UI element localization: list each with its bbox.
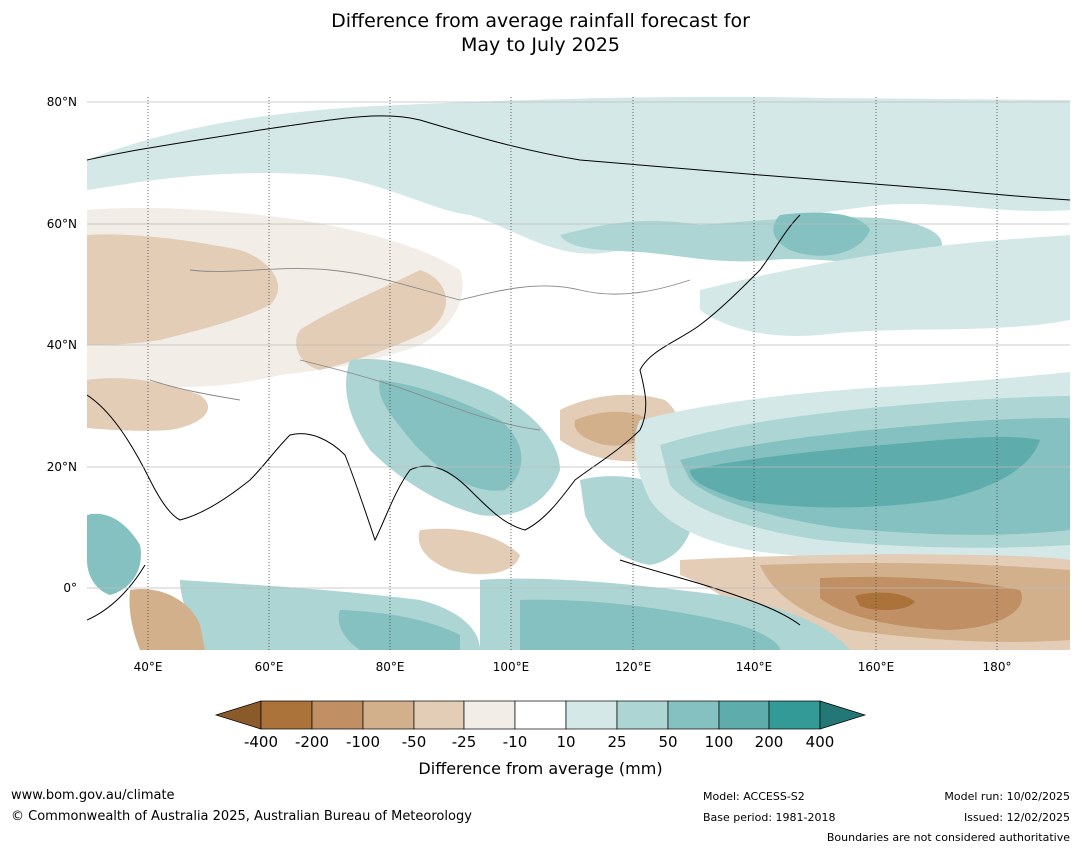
disclaimer-text: Boundaries are not considered authoritat… bbox=[826, 831, 1070, 844]
website-link[interactable]: www.bom.gov.au/climate bbox=[11, 788, 175, 803]
copyright-text: © Commonwealth of Australia 2025, Austra… bbox=[11, 809, 472, 824]
colorbar-segment-8 bbox=[616, 700, 669, 730]
chart-title-line-2: May to July 2025 bbox=[461, 34, 620, 56]
dry-region-central-asia-2 bbox=[87, 234, 279, 345]
dry-region-equatorial-core bbox=[855, 592, 915, 611]
colorbar-tick: 25 bbox=[607, 733, 627, 751]
colorbar-segment-11 bbox=[768, 700, 821, 730]
colorbar-tick: -10 bbox=[502, 733, 528, 751]
colorbar-arrow-dry bbox=[214, 700, 262, 730]
colorbar-label: Difference from average (mm) bbox=[418, 759, 663, 778]
model-run-text: Model run: 10/02/2025 bbox=[944, 790, 1070, 803]
lon-label-40e: 40°E bbox=[133, 660, 163, 674]
wet-region-east-africa bbox=[87, 513, 141, 595]
colorbar-tick: 50 bbox=[658, 733, 678, 751]
lat-label-60n: 60°N bbox=[46, 217, 77, 231]
colorbar-segment-10 bbox=[718, 700, 770, 730]
lat-label-40n: 40°N bbox=[46, 338, 77, 352]
lat-label-0: 0° bbox=[63, 581, 77, 595]
chart-title-line-1: Difference from average rainfall forecas… bbox=[331, 10, 750, 32]
colorbar-tick: 10 bbox=[556, 733, 576, 751]
colorbar-segment-3 bbox=[362, 700, 415, 730]
model-text: Model: ACCESS-S2 bbox=[703, 790, 805, 803]
wet-region-kamchatka bbox=[773, 212, 870, 256]
colorbar bbox=[214, 700, 867, 730]
colorbar-segments bbox=[214, 700, 867, 730]
colorbar-tick: -400 bbox=[243, 733, 279, 751]
colorbar-arrow-wet bbox=[819, 700, 867, 730]
colorbar-tick: -50 bbox=[401, 733, 427, 751]
issued-text: Issued: 12/02/2025 bbox=[963, 811, 1070, 824]
colorbar-segment-2 bbox=[311, 700, 364, 730]
colorbar-segment-6 bbox=[514, 700, 567, 730]
lat-label-20n: 20°N bbox=[46, 460, 77, 474]
longitude-gridlines bbox=[147, 97, 998, 650]
wet-region-north-pacific bbox=[700, 235, 1070, 336]
wet-region-indian-ocean-core bbox=[338, 610, 460, 650]
wet-region-maritime-continent-core bbox=[520, 599, 780, 650]
coastlines bbox=[87, 115, 1070, 626]
rainfall-anomaly-map bbox=[87, 97, 1070, 650]
lon-label-180: 180° bbox=[982, 660, 1012, 674]
colorbar-segment-4 bbox=[413, 700, 465, 730]
colorbar-segment-5 bbox=[463, 700, 516, 730]
colorbar-segment-9 bbox=[667, 700, 720, 730]
dry-region-sumatra bbox=[418, 528, 520, 575]
wet-region-arctic bbox=[87, 97, 1070, 254]
colorbar-tick: -100 bbox=[345, 733, 381, 751]
base-period-text: Base period: 1981-2018 bbox=[703, 811, 836, 824]
wet-region-myanmar bbox=[379, 380, 522, 491]
lon-label-160e: 160°E bbox=[857, 660, 895, 674]
dry-region-equatorial-inner bbox=[820, 576, 1022, 630]
lon-label-100e: 100°E bbox=[492, 660, 530, 674]
colorbar-tick: 100 bbox=[704, 733, 734, 751]
latitude-gridlines bbox=[87, 101, 1070, 589]
lon-label-60e: 60°E bbox=[254, 660, 284, 674]
lon-label-140e: 140°E bbox=[735, 660, 773, 674]
colorbar-segment-1 bbox=[260, 700, 313, 730]
colorbar-tick: 400 bbox=[805, 733, 835, 751]
map-plot-area bbox=[87, 97, 1070, 650]
wet-region-west-pacific-core bbox=[690, 437, 1040, 508]
lon-label-120e: 120°E bbox=[614, 660, 652, 674]
colorbar-tick: 200 bbox=[754, 733, 784, 751]
colorbar-segment-7 bbox=[565, 700, 618, 730]
dry-region-west-asia bbox=[87, 378, 209, 431]
colorbar-tick: -25 bbox=[451, 733, 477, 751]
colorbar-tick: -200 bbox=[294, 733, 330, 751]
lon-label-80e: 80°E bbox=[375, 660, 405, 674]
lat-label-80n: 80°N bbox=[46, 95, 77, 109]
country-borders bbox=[149, 268, 691, 431]
